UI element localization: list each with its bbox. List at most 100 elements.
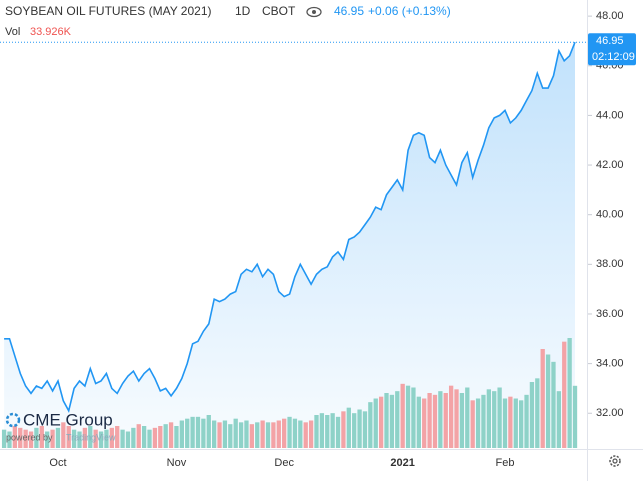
volume-bar	[39, 426, 44, 448]
volume-bar	[255, 422, 260, 448]
volume-bar	[282, 418, 287, 448]
price-area	[4, 42, 576, 448]
volume-bar	[427, 393, 432, 448]
volume-bar	[141, 426, 147, 448]
volume-bar	[211, 420, 217, 448]
volume-bar	[206, 415, 211, 448]
y-tick-label: 38.00	[596, 258, 624, 270]
volume-bar	[77, 431, 82, 448]
volume-bar	[400, 383, 405, 448]
volume-bar	[260, 420, 265, 448]
volume-bar	[18, 427, 23, 448]
volume-bar	[109, 427, 114, 448]
volume-bar	[66, 426, 71, 448]
volume-bar	[93, 429, 98, 448]
volume-bar	[233, 418, 238, 448]
volume-bar	[50, 429, 55, 448]
volume-bar	[61, 422, 66, 448]
volume-bar	[190, 416, 195, 448]
y-tick-label: 40.00	[596, 209, 624, 221]
x-tick-label: Oct	[49, 457, 66, 469]
y-tick-label: 44.00	[596, 109, 624, 121]
logo: CME Group powered by TradingView	[5, 410, 116, 442]
volume-last: 33.926K	[30, 26, 72, 38]
volume-bar	[335, 416, 341, 448]
volume-bar	[513, 398, 518, 448]
volume-bar	[314, 415, 319, 448]
volume-bar	[346, 407, 351, 448]
volume-bar	[222, 420, 228, 448]
volume-bar	[438, 391, 443, 448]
volume-bar	[411, 387, 416, 448]
y-tick-label: 32.00	[596, 407, 624, 419]
volume-bar	[378, 396, 384, 448]
volume-bar	[443, 393, 448, 448]
volume-bar	[319, 413, 325, 448]
volume-bar	[71, 429, 77, 448]
logo-text: CME Group	[23, 410, 113, 429]
platform: TradingView	[66, 432, 116, 442]
volume-label: Vol	[5, 26, 20, 38]
volume-bar	[389, 394, 395, 448]
volume-bar	[448, 385, 454, 448]
volume-bar	[341, 411, 346, 448]
volume-bar	[556, 391, 562, 448]
exchange: CBOT	[262, 4, 296, 18]
countdown: 02:12:09	[592, 51, 635, 63]
volume-bar	[519, 400, 524, 448]
price-change: +0.06 (+0.13%)	[368, 4, 451, 18]
volume-bar	[497, 387, 502, 448]
volume-bar	[384, 393, 389, 448]
x-tick-label: Dec	[274, 457, 294, 469]
y-tick-label: 42.00	[596, 159, 624, 171]
volume-bar	[508, 396, 513, 448]
volume-bar	[481, 394, 486, 448]
volume-bar	[287, 416, 292, 448]
volume-bar	[352, 413, 357, 448]
settings-icon[interactable]	[609, 455, 621, 467]
powered-by: powered by	[6, 432, 53, 442]
y-tick-label: 34.00	[596, 358, 624, 370]
volume-bar	[572, 385, 578, 448]
volume-bar	[545, 354, 551, 448]
volume-bar	[562, 341, 567, 448]
visibility-icon[interactable]	[306, 6, 322, 18]
volume-bar	[395, 391, 400, 448]
volume-bar	[540, 349, 545, 448]
volume-bar	[298, 420, 303, 448]
price-line	[4, 41, 576, 414]
volume-bar	[115, 426, 120, 448]
volume-bar	[271, 422, 276, 448]
volume-bar	[492, 391, 497, 448]
volume-bar	[422, 398, 427, 448]
volume-bar	[529, 382, 535, 448]
x-tick-label: 2021	[390, 457, 414, 469]
volume-bar	[55, 427, 61, 448]
volume-bar	[357, 409, 362, 448]
volume-bar	[147, 429, 152, 448]
symbol-title: SOYBEAN OIL FUTURES (MAY 2021)	[5, 4, 212, 18]
volume-bar	[152, 427, 158, 448]
volume-bar	[535, 378, 540, 448]
x-tick-label: Nov	[167, 457, 187, 469]
volume-bar	[330, 413, 335, 448]
volume-bar	[195, 416, 201, 448]
volume-bar	[34, 427, 39, 448]
volume-bar	[416, 396, 421, 448]
volume-bar	[12, 426, 18, 448]
y-tick-label: 36.00	[596, 308, 624, 320]
volume-bar	[228, 424, 233, 448]
volume-bar	[249, 424, 255, 448]
volume-bar	[45, 431, 50, 448]
volume-bar	[308, 420, 314, 448]
volume-bar	[470, 400, 475, 448]
volume-bar	[136, 424, 141, 448]
volume-bar	[551, 361, 556, 448]
volume-bar	[163, 424, 168, 448]
volume-bar	[524, 394, 529, 448]
volume-bar	[82, 427, 88, 448]
volume-bar	[405, 385, 411, 448]
volume-bar	[23, 429, 28, 448]
volume-bar	[28, 431, 34, 448]
